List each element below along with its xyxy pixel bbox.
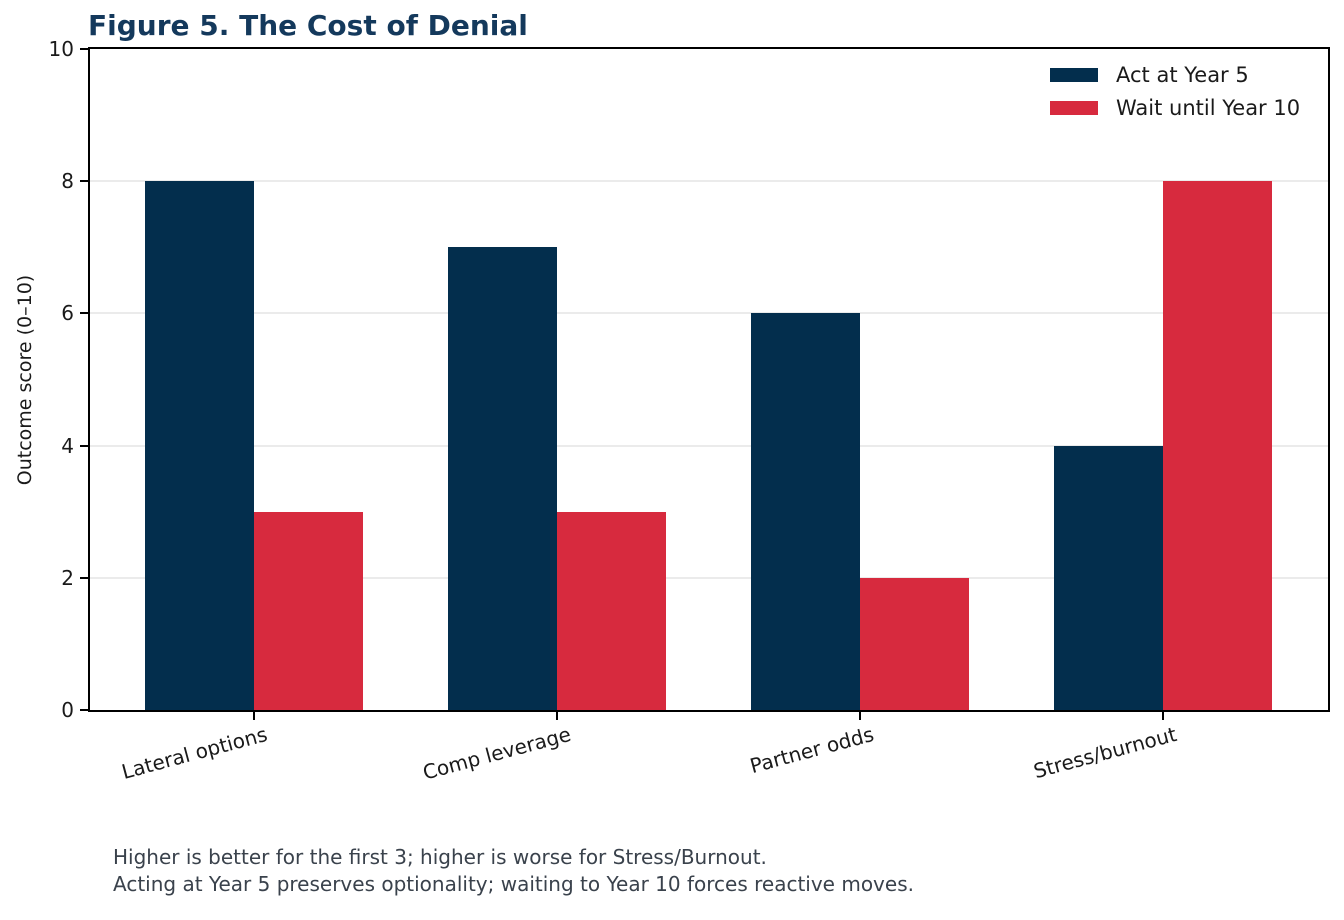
chart-title: Figure 5. The Cost of Denial — [88, 9, 528, 42]
y-tick-mark-8 — [80, 180, 88, 183]
bar-wait-until-year-10-comp-leverage — [557, 511, 666, 710]
y-tick-mark-4 — [80, 444, 88, 447]
x-tick-label-stress-burnout: Stress/burnout — [1031, 722, 1180, 784]
x-tick-mark-partner-odds — [859, 712, 861, 720]
legend-row-act-at-year-5: Act at Year 5 — [1050, 63, 1300, 87]
y-tick-label-6: 6 — [61, 301, 74, 326]
y-tick-mark-2 — [80, 576, 88, 579]
bar-wait-until-year-10-stress-burnout — [1163, 181, 1272, 710]
footnote: Higher is better for the first 3; higher… — [113, 844, 914, 898]
bar-act-at-year-5-partner-odds — [751, 313, 860, 710]
x-tick-mark-comp-leverage — [556, 712, 558, 720]
y-tick-label-8: 8 — [61, 169, 74, 194]
x-tick-label-partner-odds: Partner odds — [747, 722, 877, 779]
y-tick-mark-10 — [80, 48, 88, 50]
footnote-line-2: Acting at Year 5 preserves optionality; … — [113, 872, 914, 896]
legend-swatch-act-at-year-5 — [1050, 68, 1098, 82]
bar-act-at-year-5-stress-burnout — [1054, 445, 1163, 710]
y-tick-label-4: 4 — [61, 433, 74, 458]
gridline-y-2 — [90, 576, 1328, 579]
y-tick-label-10: 10 — [48, 37, 74, 61]
x-tick-label-comp-leverage: Comp leverage — [419, 722, 574, 785]
x-tick-mark-stress-burnout — [1162, 712, 1164, 720]
x-tick-mark-lateral-options — [253, 712, 255, 720]
y-tick-label-0: 0 — [61, 698, 74, 722]
gridline-y-4 — [90, 444, 1328, 447]
footnote-line-1: Higher is better for the first 3; higher… — [113, 845, 767, 869]
gridline-y-6 — [90, 312, 1328, 315]
legend-label-act-at-year-5: Act at Year 5 — [1116, 63, 1249, 87]
y-tick-mark-6 — [80, 312, 88, 315]
y-tick-label-2: 2 — [61, 565, 74, 590]
bar-act-at-year-5-comp-leverage — [448, 247, 557, 710]
legend: Act at Year 5 Wait until Year 10 — [1050, 63, 1300, 129]
legend-row-wait-until-year-10: Wait until Year 10 — [1050, 96, 1300, 120]
plot-area — [88, 47, 1330, 712]
bar-wait-until-year-10-lateral-options — [254, 511, 363, 710]
bar-wait-until-year-10-partner-odds — [860, 577, 969, 710]
bar-act-at-year-5-lateral-options — [145, 181, 254, 710]
y-tick-mark-0 — [80, 709, 88, 711]
legend-swatch-wait-until-year-10 — [1050, 101, 1098, 115]
x-tick-label-lateral-options: Lateral options — [119, 722, 271, 784]
legend-label-wait-until-year-10: Wait until Year 10 — [1116, 96, 1301, 120]
gridline-y-8 — [90, 180, 1328, 183]
